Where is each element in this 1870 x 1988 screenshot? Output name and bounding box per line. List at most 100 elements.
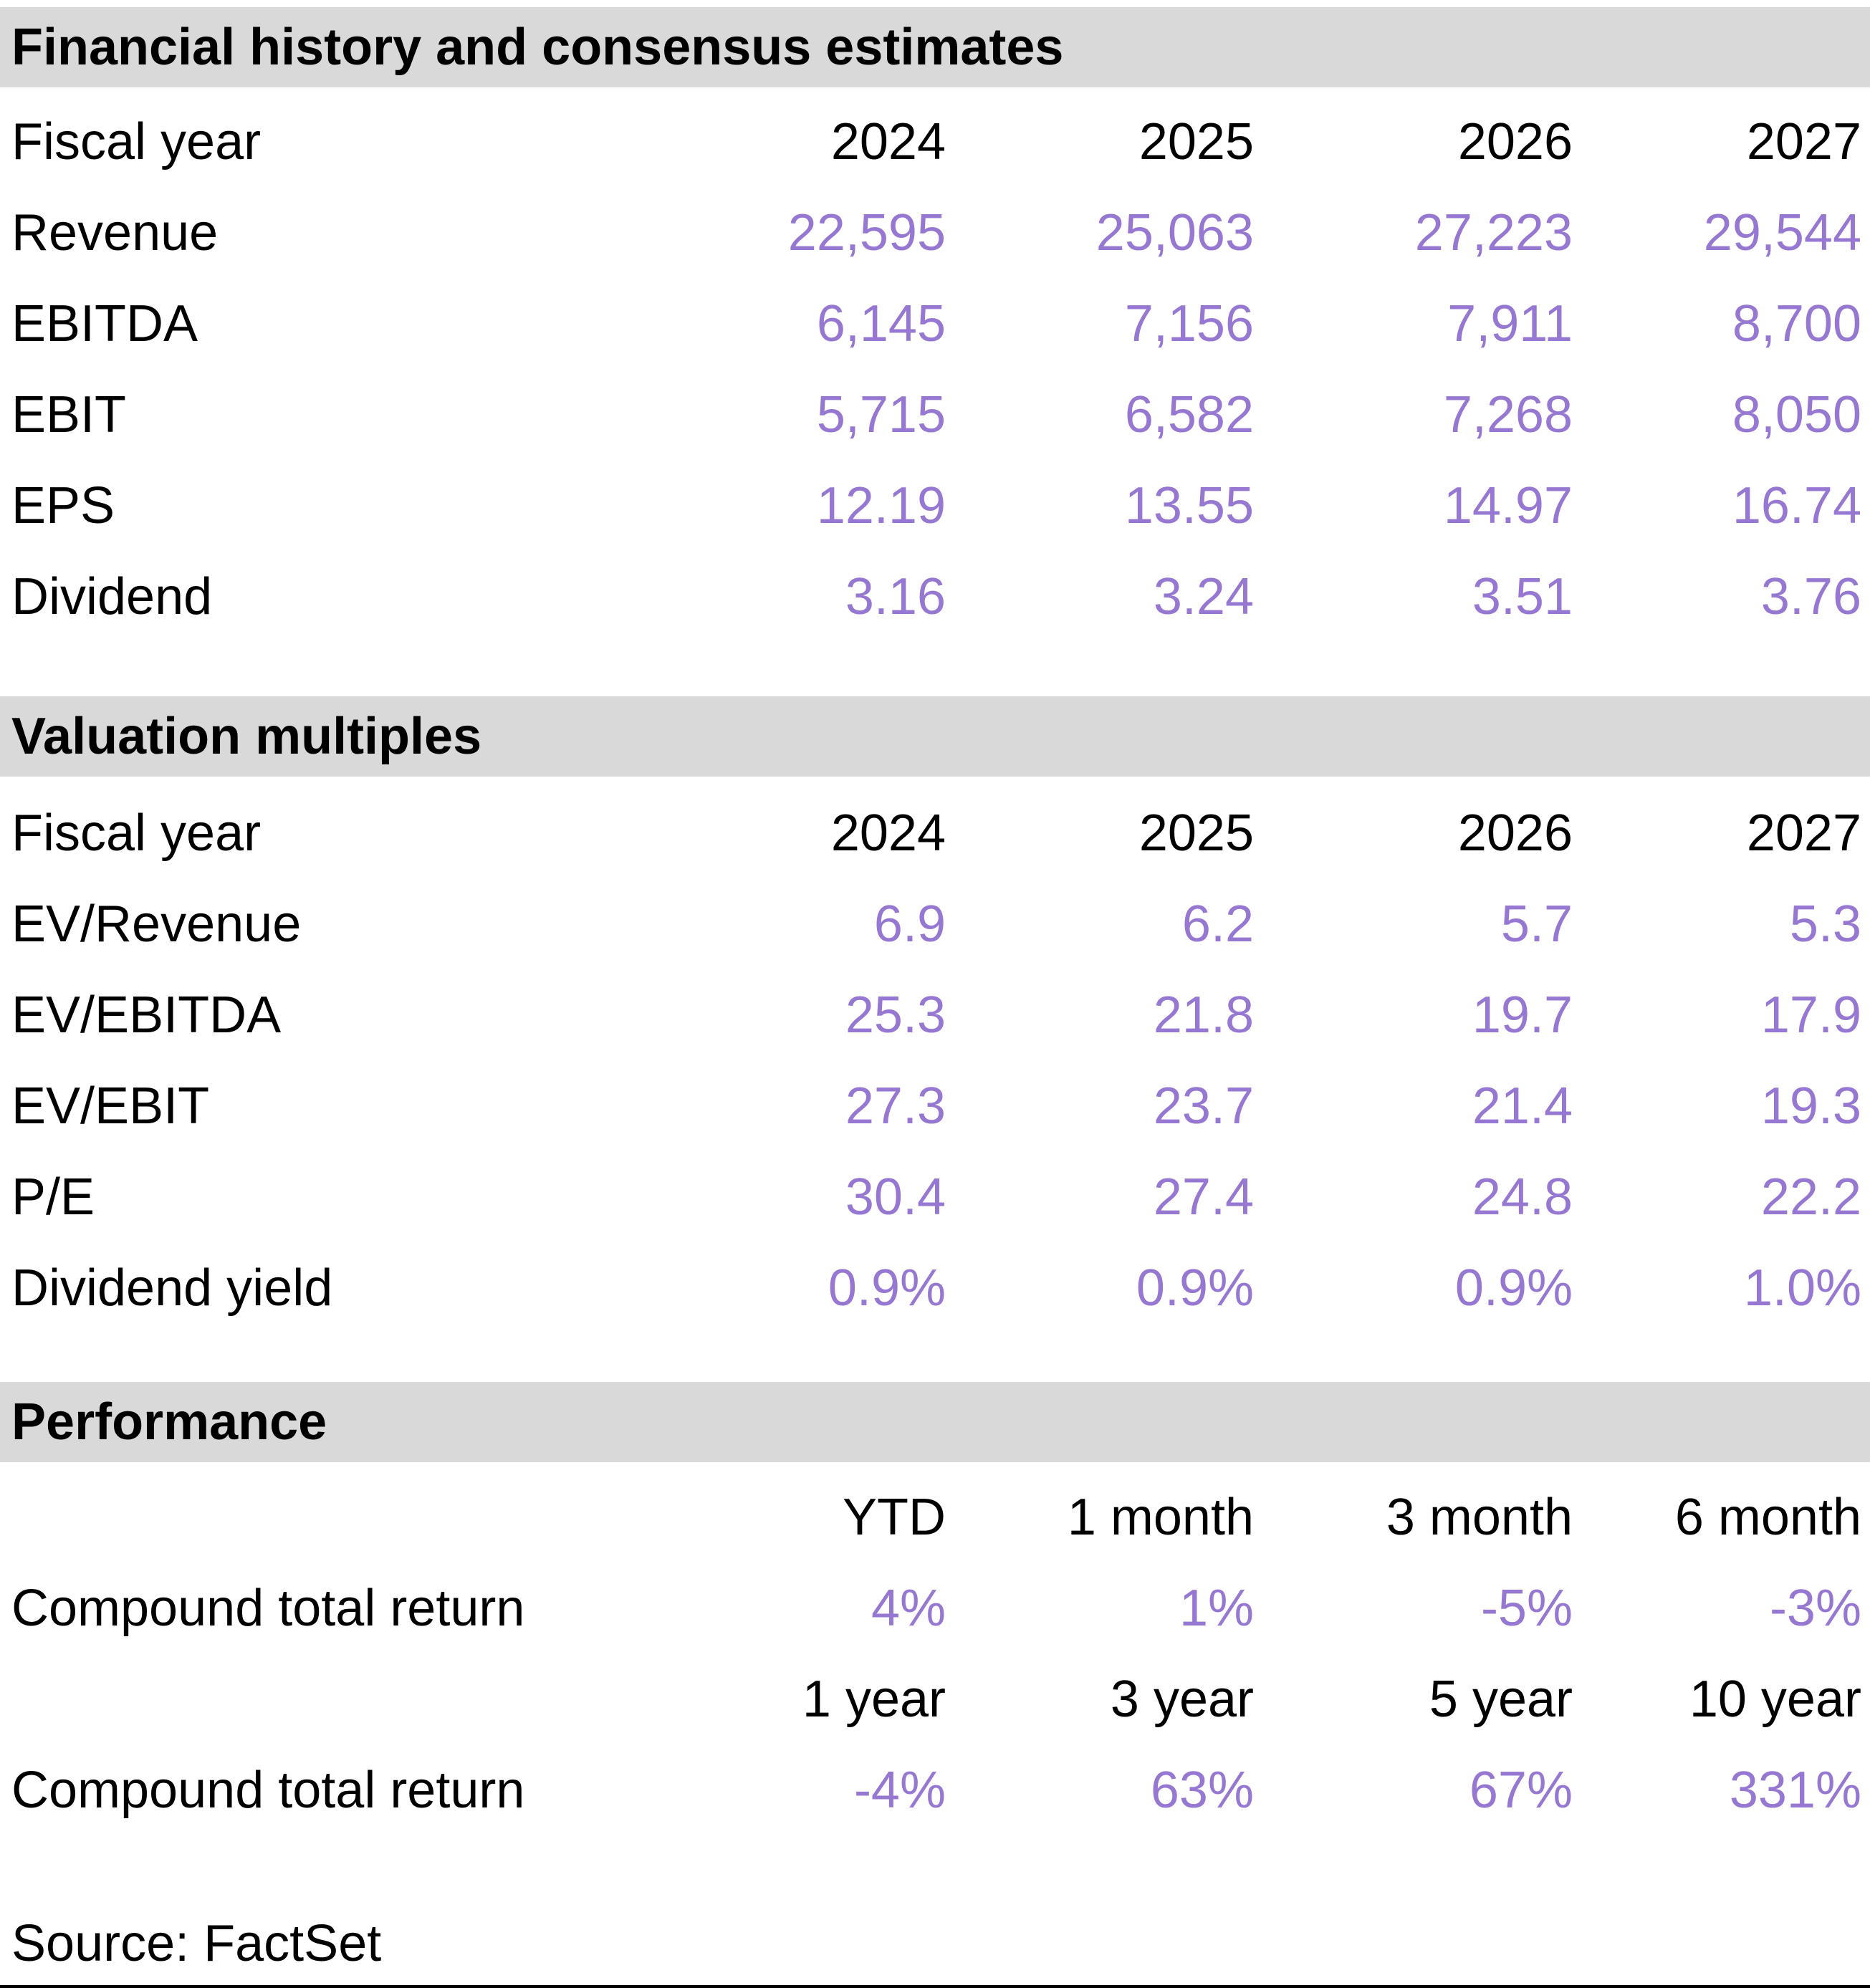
bottom-divider bbox=[0, 1985, 1870, 1988]
period-header: 3 year bbox=[1110, 1670, 1254, 1728]
row-label: EBIT bbox=[11, 385, 127, 443]
table-row: Compound total return 4% 1% -5% -3% bbox=[0, 1562, 1870, 1653]
table-row: EPS 12.19 13.55 14.97 16.74 bbox=[0, 460, 1870, 551]
fiscal-year-label: Fiscal year bbox=[11, 112, 262, 171]
table-header-row: Fiscal year 2024 2025 2026 2027 bbox=[0, 96, 1870, 187]
table-row: P/E 30.4 27.4 24.8 22.2 bbox=[0, 1151, 1870, 1242]
column-header: 2027 bbox=[1746, 804, 1861, 862]
cell-value: 3.24 bbox=[1153, 567, 1254, 625]
cell-value: 19.7 bbox=[1472, 986, 1573, 1044]
cell-value: -5% bbox=[1480, 1579, 1573, 1637]
row-label: Dividend bbox=[11, 567, 213, 625]
cell-value: 6,582 bbox=[1124, 385, 1254, 443]
section-title: Valuation multiples bbox=[11, 708, 482, 765]
cell-value: 1.0% bbox=[1743, 1259, 1861, 1317]
financial-table: Fiscal year 2024 2025 2026 2027 Revenue … bbox=[0, 96, 1870, 642]
cell-value: 1% bbox=[1179, 1579, 1254, 1637]
cell-value: 331% bbox=[1729, 1761, 1861, 1819]
period-header: 1 month bbox=[1067, 1488, 1254, 1546]
table-row: EV/Revenue 6.9 6.2 5.7 5.3 bbox=[0, 878, 1870, 969]
cell-value: 7,156 bbox=[1124, 294, 1254, 352]
cell-value: 13.55 bbox=[1124, 476, 1254, 534]
column-header: 2026 bbox=[1457, 804, 1573, 862]
row-label: Compound total return bbox=[11, 1579, 525, 1637]
cell-value: 21.8 bbox=[1153, 986, 1254, 1044]
row-label: P/E bbox=[11, 1168, 95, 1226]
cell-value: -4% bbox=[853, 1761, 946, 1819]
table-row: Revenue 22,595 25,063 27,223 29,544 bbox=[0, 187, 1870, 278]
column-header: 2024 bbox=[830, 112, 946, 171]
period-header-row: YTD 1 month 3 month 6 month bbox=[0, 1471, 1870, 1562]
section-header-financial: Financial history and consensus estimate… bbox=[0, 7, 1870, 87]
cell-value: 0.9% bbox=[1136, 1259, 1254, 1317]
row-label: EV/EBIT bbox=[11, 1077, 210, 1135]
period-header-row: 1 year 3 year 5 year 10 year bbox=[0, 1653, 1870, 1744]
cell-value: 5,715 bbox=[816, 385, 946, 443]
row-label: EPS bbox=[11, 476, 115, 534]
row-label: Revenue bbox=[11, 203, 219, 261]
cell-value: 0.9% bbox=[828, 1259, 946, 1317]
cell-value: 12.19 bbox=[816, 476, 946, 534]
table-header-row: Fiscal year 2024 2025 2026 2027 bbox=[0, 787, 1870, 878]
cell-value: 6,145 bbox=[816, 294, 946, 352]
cell-value: 27.3 bbox=[845, 1077, 946, 1135]
cell-value: 27.4 bbox=[1153, 1168, 1254, 1226]
cell-value: 7,911 bbox=[1447, 294, 1573, 352]
period-header: 10 year bbox=[1689, 1670, 1861, 1728]
cell-value: 6.2 bbox=[1181, 895, 1254, 953]
column-header: 2025 bbox=[1138, 804, 1254, 862]
column-header: 2027 bbox=[1746, 112, 1861, 171]
cell-value: 63% bbox=[1150, 1761, 1254, 1819]
cell-value: 29,544 bbox=[1703, 203, 1861, 261]
table-row: Dividend 3.16 3.24 3.51 3.76 bbox=[0, 551, 1870, 642]
source-note: Source: FactSet bbox=[11, 1915, 382, 1972]
table-row: Compound total return -4% 63% 67% 331% bbox=[0, 1744, 1870, 1835]
row-label: EV/Revenue bbox=[11, 895, 302, 953]
table-row: EV/EBIT 27.3 23.7 21.4 19.3 bbox=[0, 1060, 1870, 1151]
cell-value: 4% bbox=[871, 1579, 946, 1637]
column-header: 2025 bbox=[1138, 112, 1254, 171]
cell-value: 5.7 bbox=[1500, 895, 1573, 953]
section-header-valuation: Valuation multiples bbox=[0, 696, 1870, 777]
cell-value: 17.9 bbox=[1760, 986, 1861, 1044]
row-label: EV/EBITDA bbox=[11, 986, 282, 1044]
table-row: Dividend yield 0.9% 0.9% 0.9% 1.0% bbox=[0, 1242, 1870, 1333]
fiscal-year-label: Fiscal year bbox=[11, 804, 262, 862]
cell-value: 30.4 bbox=[845, 1168, 946, 1226]
section-header-performance: Performance bbox=[0, 1382, 1870, 1462]
section-title: Performance bbox=[11, 1393, 327, 1451]
cell-value: 6.9 bbox=[873, 895, 946, 953]
cell-value: 19.3 bbox=[1760, 1077, 1861, 1135]
table-row: EBIT 5,715 6,582 7,268 8,050 bbox=[0, 369, 1870, 460]
cell-value: 22.2 bbox=[1760, 1168, 1861, 1226]
cell-value: 23.7 bbox=[1153, 1077, 1254, 1135]
period-header: YTD bbox=[843, 1488, 946, 1546]
cell-value: 21.4 bbox=[1472, 1077, 1573, 1135]
column-header: 2026 bbox=[1457, 112, 1573, 171]
cell-value: 67% bbox=[1469, 1761, 1573, 1819]
period-header: 3 month bbox=[1386, 1488, 1573, 1546]
row-label: EBITDA bbox=[11, 294, 198, 352]
row-label: Compound total return bbox=[11, 1761, 525, 1819]
cell-value: 14.97 bbox=[1443, 476, 1573, 534]
cell-value: 5.3 bbox=[1789, 895, 1861, 953]
cell-value: 7,268 bbox=[1443, 385, 1573, 443]
cell-value: 8,050 bbox=[1732, 385, 1861, 443]
table-row: EV/EBITDA 25.3 21.8 19.7 17.9 bbox=[0, 969, 1870, 1060]
cell-value: 27,223 bbox=[1414, 203, 1573, 261]
cell-value: 25,063 bbox=[1095, 203, 1254, 261]
row-label: Dividend yield bbox=[11, 1259, 333, 1317]
performance-table: YTD 1 month 3 month 6 month Compound tot… bbox=[0, 1471, 1870, 1835]
period-header: 5 year bbox=[1429, 1670, 1573, 1728]
cell-value: -3% bbox=[1769, 1579, 1861, 1637]
section-title: Financial history and consensus estimate… bbox=[11, 19, 1064, 76]
cell-value: 3.76 bbox=[1760, 567, 1861, 625]
cell-value: 24.8 bbox=[1472, 1168, 1573, 1226]
cell-value: 16.74 bbox=[1732, 476, 1861, 534]
valuation-table: Fiscal year 2024 2025 2026 2027 EV/Reven… bbox=[0, 787, 1870, 1333]
cell-value: 25.3 bbox=[845, 986, 946, 1044]
cell-value: 0.9% bbox=[1454, 1259, 1573, 1317]
column-header: 2024 bbox=[830, 804, 946, 862]
period-header: 1 year bbox=[802, 1670, 946, 1728]
